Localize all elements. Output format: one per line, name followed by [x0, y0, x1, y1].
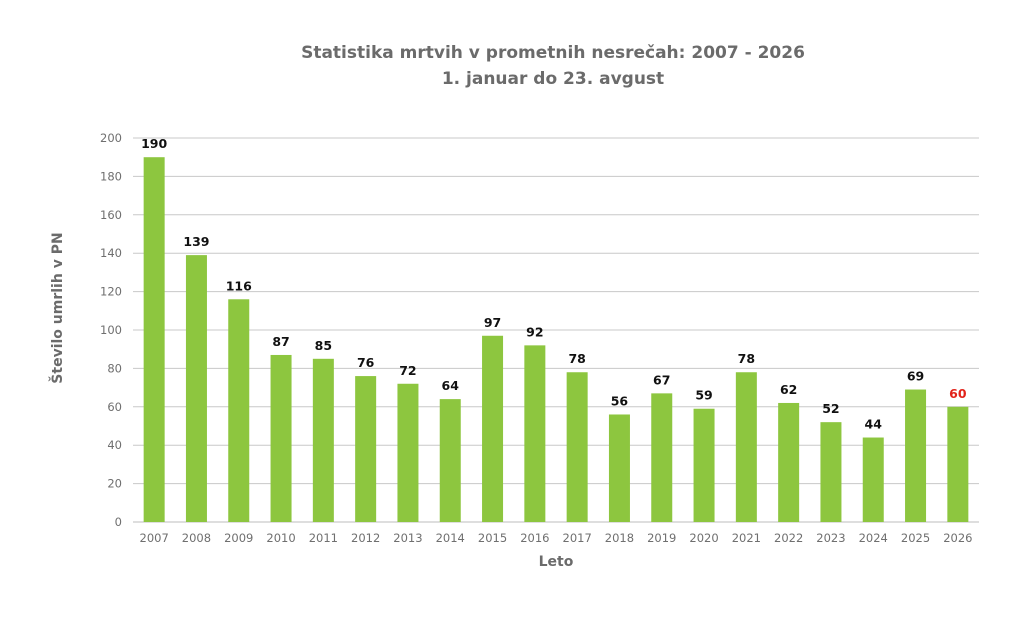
- bar-2021: [735, 372, 757, 522]
- data-label-2007: 190: [141, 136, 167, 151]
- bar-2009: [228, 299, 250, 522]
- x-tick-label: 2022: [774, 531, 803, 545]
- data-label-2014: 64: [442, 378, 460, 393]
- bar-2017: [566, 372, 588, 522]
- x-tick-label: 2019: [647, 531, 676, 545]
- data-label-2026: 60: [949, 386, 967, 401]
- data-label-2016: 92: [526, 324, 543, 339]
- data-label-2017: 78: [568, 351, 585, 366]
- x-tick-label: 2015: [478, 531, 507, 545]
- x-tick-label: 2023: [816, 531, 845, 545]
- data-label-2019: 67: [653, 372, 670, 387]
- x-tick-label: 2009: [224, 531, 253, 545]
- x-tick-label: 2010: [266, 531, 295, 545]
- bar-2013: [397, 383, 419, 522]
- x-tick-label: 2011: [309, 531, 338, 545]
- chart-subtitle: 1. januar do 23. avgust: [442, 69, 664, 89]
- y-tick-label: 160: [100, 208, 122, 222]
- x-tick-label: 2020: [689, 531, 718, 545]
- y-axis-ticks: 0 20 40 60 80 100 120 140 160 180 200: [100, 131, 122, 529]
- bar-2014: [439, 399, 461, 522]
- grid-lines: [133, 137, 979, 523]
- x-tick-label: 2025: [901, 531, 930, 545]
- y-tick-label: 0: [115, 515, 122, 529]
- bar-2010: [270, 354, 292, 522]
- x-tick-label: 2024: [859, 531, 888, 545]
- y-tick-label: 100: [100, 323, 122, 337]
- y-axis-title: Število umrlih v PN: [48, 232, 66, 383]
- data-label-2015: 97: [484, 315, 501, 330]
- bar-2019: [651, 393, 673, 522]
- x-tick-label: 2014: [436, 531, 465, 545]
- y-tick-label: 40: [107, 438, 122, 452]
- chart-title: Statistika mrtvih v prometnih nesrečah: …: [301, 43, 805, 63]
- x-tick-label: 2013: [393, 531, 422, 545]
- x-tick-label: 2008: [182, 531, 211, 545]
- y-tick-label: 180: [100, 169, 122, 183]
- bar-2007: [143, 157, 165, 522]
- bars: [143, 157, 969, 522]
- data-label-2025: 69: [907, 369, 924, 384]
- x-tick-label: 2018: [605, 531, 634, 545]
- data-label-2018: 56: [611, 393, 629, 408]
- data-label-2022: 62: [780, 382, 797, 397]
- bar-2008: [185, 255, 207, 522]
- data-label-2020: 59: [695, 388, 712, 403]
- bar-2015: [482, 335, 504, 522]
- data-label-2013: 72: [399, 363, 416, 378]
- x-axis-ticks: 2007 2008 2009 2010 2011 2012 2013 2014 2015 2016…: [140, 531, 973, 545]
- data-labels: 190 139 116 87 85 76 72 64 97 92 78 56 67 59 78 62 52 44 6…: [141, 136, 967, 431]
- data-label-2012: 76: [357, 355, 375, 370]
- bar-2024: [862, 437, 884, 522]
- bar-2020: [693, 408, 715, 522]
- bar-2018: [608, 414, 630, 522]
- data-label-2009: 116: [226, 278, 252, 293]
- bar-2022: [778, 402, 800, 522]
- data-label-2024: 44: [865, 417, 883, 432]
- bar-2023: [820, 422, 842, 522]
- bar-2012: [355, 376, 377, 522]
- bar-2016: [524, 345, 546, 522]
- y-tick-label: 120: [100, 285, 122, 299]
- data-label-2023: 52: [822, 401, 839, 416]
- bar-2011: [312, 358, 334, 522]
- bar-2026: [947, 406, 969, 522]
- y-tick-label: 200: [100, 131, 122, 145]
- y-tick-label: 80: [107, 361, 122, 375]
- data-label-2010: 87: [272, 334, 289, 349]
- data-label-2008: 139: [183, 234, 209, 249]
- x-tick-label: 2012: [351, 531, 380, 545]
- y-tick-label: 140: [100, 246, 122, 260]
- data-label-2011: 85: [315, 338, 332, 353]
- data-label-2021: 78: [738, 351, 755, 366]
- x-tick-label: 2017: [563, 531, 592, 545]
- x-axis-title: Leto: [539, 554, 574, 570]
- x-tick-label: 2007: [140, 531, 169, 545]
- bar-2025: [905, 389, 927, 522]
- y-tick-label: 20: [107, 477, 122, 491]
- y-tick-label: 60: [107, 400, 122, 414]
- x-tick-label: 2021: [732, 531, 761, 545]
- x-tick-label: 2026: [943, 531, 972, 545]
- x-tick-label: 2016: [520, 531, 549, 545]
